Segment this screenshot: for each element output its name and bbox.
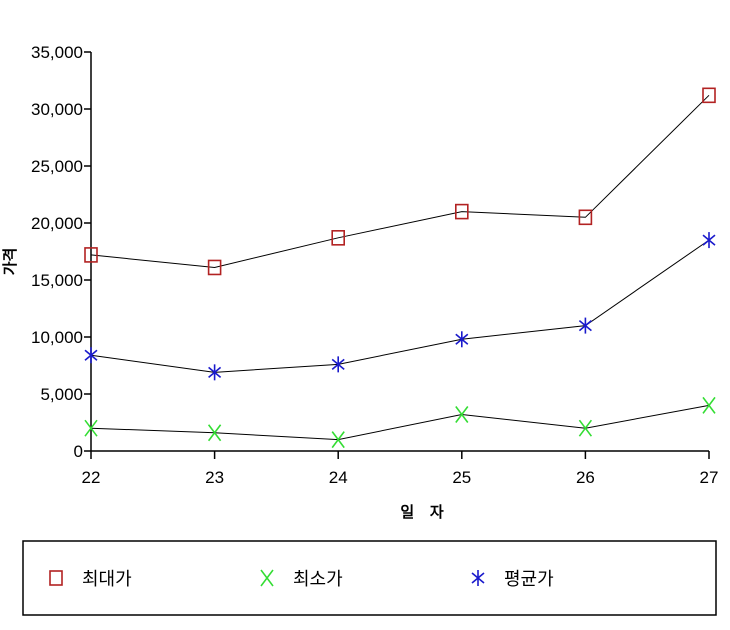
- data-point: [455, 406, 469, 423]
- y-tick-label: 30,000: [31, 100, 83, 119]
- data-point: [84, 347, 98, 364]
- y-ticks: 0 5,000 10,000 15,000 20,000 25,000 30,000 35,0…: [31, 43, 91, 461]
- data-point: [702, 87, 716, 104]
- x-tick-label: 24: [329, 468, 348, 487]
- series-line: [90, 94, 710, 268]
- data-point: [331, 230, 346, 246]
- x-tick-label: 22: [82, 468, 101, 487]
- data-point: [702, 396, 716, 414]
- y-tick-label: 20,000: [31, 214, 83, 233]
- data-point: [84, 247, 98, 263]
- legend-marker: [471, 570, 485, 586]
- data-point: [331, 431, 345, 449]
- legend-label: 최대가: [82, 569, 132, 590]
- data-point: [208, 364, 222, 381]
- x-ticks: 22 23 24 25 26 27: [82, 451, 719, 487]
- y-axis-title: 가격: [1, 248, 19, 276]
- data-point: [207, 259, 222, 276]
- axes: [90, 52, 709, 452]
- y-tick-label: 25,000: [31, 157, 83, 176]
- y-tick-label: 35,000: [31, 43, 83, 62]
- series-line: [90, 404, 710, 441]
- y-tick-label: 0: [74, 442, 83, 461]
- data-point: [207, 424, 222, 442]
- data-point: [578, 419, 593, 437]
- data-point: [578, 209, 593, 226]
- legend: 최대가 최소가 평균가: [22, 540, 717, 616]
- x-tick-label: 26: [576, 468, 595, 487]
- legend-label: 평균가: [504, 569, 554, 590]
- data-point: [84, 419, 98, 437]
- x-axis-title: 일 자: [400, 503, 443, 521]
- x-tick-label: 23: [205, 468, 224, 487]
- data-point: [454, 203, 469, 220]
- series-line: [90, 239, 710, 373]
- legend-label: 최소가: [293, 569, 343, 590]
- data-point: [455, 331, 469, 348]
- data-point: [331, 356, 345, 373]
- series-layer: [84, 87, 716, 449]
- y-tick-label: 5,000: [40, 385, 83, 404]
- y-tick-label: 15,000: [31, 271, 83, 290]
- legend-marker: [49, 570, 63, 586]
- legend-marker: [260, 569, 274, 587]
- x-tick-label: 25: [452, 468, 471, 487]
- x-tick-label: 27: [700, 468, 719, 487]
- data-point: [702, 232, 716, 249]
- legend-box: [22, 540, 717, 616]
- data-point: [578, 317, 592, 334]
- y-tick-label: 10,000: [31, 328, 83, 347]
